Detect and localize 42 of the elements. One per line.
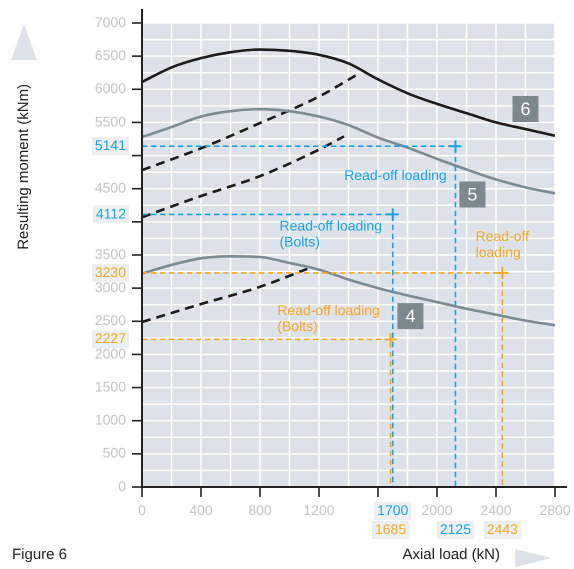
annotation: 2125 xyxy=(440,520,472,537)
y-axis-title: Resulting moment (kNm) xyxy=(15,84,32,250)
x-tick-label: 400 xyxy=(189,502,213,518)
y-tick-label: 0 xyxy=(118,478,126,494)
series-label: 6 xyxy=(520,99,531,120)
annotation: 2227 xyxy=(94,330,126,346)
x-tick-label: 2400 xyxy=(480,502,512,518)
y-tick-label: 4500 xyxy=(94,180,126,196)
point xyxy=(386,207,400,222)
point xyxy=(448,139,462,154)
x-tick-label: 800 xyxy=(248,502,272,518)
series-label: 4 xyxy=(405,306,416,326)
annotation: 5141 xyxy=(94,137,126,154)
y-tick-label: 7000 xyxy=(94,14,126,30)
x-tick-label: 1200 xyxy=(303,502,335,518)
annotation: Read-off loading xyxy=(476,228,530,260)
annotation: Read-off loading (Bolts) xyxy=(280,217,382,250)
y-tick-label: 1500 xyxy=(94,378,126,394)
y-tick-label: 3500 xyxy=(94,246,126,262)
x-tick-label: 2800 xyxy=(539,502,571,518)
x-axis-title: Axial load (kN) xyxy=(402,546,500,564)
y-tick-label: 6500 xyxy=(94,47,126,63)
annotation: 4112 xyxy=(96,205,126,222)
annotation: 2443 xyxy=(486,520,518,537)
annotation: 1700 xyxy=(377,502,409,518)
y-tick-label: 6000 xyxy=(94,80,126,96)
point xyxy=(384,332,398,346)
y-tick-label: 2000 xyxy=(94,345,126,362)
x-tick-label: 0 xyxy=(138,502,146,518)
annotation: 1685 xyxy=(374,520,406,537)
series-label: 5 xyxy=(467,184,478,204)
y-tick-label: 1000 xyxy=(94,412,126,428)
x-tick-label: 2000 xyxy=(421,502,453,518)
annotation: Read-off loading xyxy=(344,167,447,184)
caption: Figure 6 xyxy=(12,546,68,564)
y-tick-label: 5500 xyxy=(94,113,126,130)
annotation: 3230 xyxy=(94,264,126,280)
y-tick-label: 500 xyxy=(102,444,126,461)
point xyxy=(495,266,510,280)
y-tick-label: 3000 xyxy=(94,279,126,295)
y-tick-label: 2500 xyxy=(94,312,126,328)
annotation: Read-off loading (Bolts) xyxy=(277,302,380,334)
